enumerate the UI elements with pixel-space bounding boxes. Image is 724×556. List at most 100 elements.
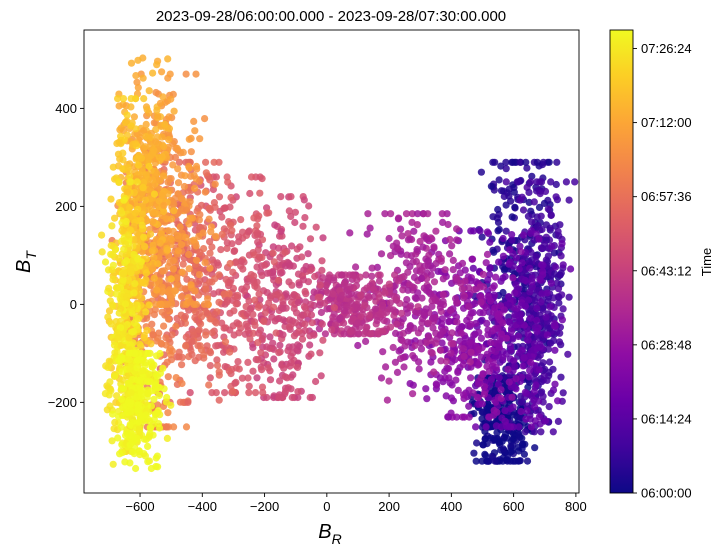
scatter-point: [266, 294, 275, 302]
scatter-point: [470, 331, 478, 339]
scatter-point: [138, 367, 146, 375]
scatter-point: [363, 284, 371, 292]
scatter-point: [259, 389, 267, 397]
scatter-point: [196, 248, 204, 257]
scatter-point: [473, 439, 481, 447]
scatter-point: [149, 176, 157, 184]
scatter-point: [467, 374, 475, 382]
scatter-point: [299, 276, 308, 284]
scatter-point: [201, 188, 209, 196]
scatter-point: [453, 274, 461, 282]
scatter-point: [509, 335, 517, 343]
scatter-point: [130, 113, 138, 121]
scatter-point: [439, 218, 447, 226]
scatter-point: [500, 306, 508, 314]
scatter-point: [393, 320, 401, 328]
scatter-point: [295, 281, 303, 289]
scatter-point: [362, 271, 370, 279]
scatter-point: [553, 328, 561, 336]
scatter-point: [246, 189, 254, 198]
scatter-point: [227, 193, 235, 202]
scatter-point: [154, 260, 162, 268]
scatter-point: [207, 223, 216, 231]
scatter-point: [528, 172, 536, 180]
scatter-point: [208, 243, 216, 251]
scatter-point: [298, 335, 307, 343]
scatter-point: [187, 281, 195, 289]
scatter-point: [497, 386, 505, 394]
scatter-point: [387, 210, 395, 218]
scatter-point: [537, 428, 545, 436]
scatter-point: [182, 70, 190, 78]
colorbar-tick-label: 07:26:24: [641, 41, 692, 56]
scatter-point: [246, 305, 254, 313]
scatter-point: [536, 190, 544, 198]
scatter-point: [115, 413, 123, 421]
scatter-point: [389, 343, 397, 352]
scatter-point: [230, 247, 238, 255]
scatter-point: [477, 353, 485, 361]
scatter-point: [162, 334, 170, 342]
scatter-point: [478, 415, 486, 423]
scatter-point: [145, 432, 153, 440]
scatter-point: [373, 317, 381, 325]
scatter-point: [423, 275, 431, 283]
scatter-point: [557, 373, 565, 381]
scatter-point: [519, 362, 527, 370]
scatter-point: [123, 188, 131, 196]
scatter-point: [106, 297, 114, 305]
scatter-point: [523, 164, 531, 172]
scatter-point: [121, 300, 130, 308]
scatter-point: [254, 339, 262, 347]
scatter-point: [165, 136, 173, 144]
scatter-point: [499, 353, 507, 362]
scatter-point: [140, 95, 148, 103]
scatter-point: [171, 153, 179, 161]
scatter-point: [122, 257, 131, 265]
scatter-point: [226, 221, 235, 229]
scatter-point: [295, 327, 303, 335]
scatter-point: [340, 330, 348, 338]
scatter-point: [123, 293, 131, 301]
scatter-point: [195, 271, 203, 279]
scatter-point: [442, 392, 450, 400]
scatter-point: [520, 450, 529, 458]
scatter-point: [571, 178, 579, 186]
scatter-point: [164, 409, 172, 417]
scatter-point: [399, 315, 407, 323]
scatter-point: [292, 319, 300, 327]
scatter-point: [538, 378, 546, 386]
scatter-point: [519, 206, 528, 214]
scatter-point: [414, 210, 422, 218]
scatter-point: [432, 227, 440, 235]
scatter-point: [492, 273, 500, 281]
scatter-point: [480, 390, 488, 398]
scatter-point: [206, 264, 214, 272]
scatter-point: [174, 235, 182, 243]
scatter-point: [305, 202, 313, 210]
scatter-point: [289, 293, 297, 301]
scatter-point: [288, 242, 296, 250]
scatter-point: [496, 336, 504, 344]
scatter-point: [416, 237, 424, 245]
scatter-point: [447, 306, 455, 314]
scatter-point: [157, 248, 165, 257]
scatter-point: [526, 264, 534, 272]
scatter-point: [275, 314, 283, 323]
scatter-point: [509, 403, 517, 411]
scatter-point: [452, 295, 460, 303]
scatter-point: [276, 377, 284, 385]
scatter-point: [506, 318, 514, 326]
scatter-point: [499, 234, 507, 243]
scatter-point: [502, 201, 510, 209]
scatter-point: [112, 290, 120, 298]
scatter-point: [191, 127, 199, 135]
scatter-point: [445, 374, 453, 382]
scatter-point: [190, 172, 198, 180]
scatter-point: [537, 212, 545, 220]
scatter-point: [173, 144, 181, 152]
scatter-point: [523, 407, 531, 415]
scatter-point: [106, 378, 114, 386]
scatter-point: [378, 298, 386, 306]
scatter-point: [126, 213, 134, 221]
